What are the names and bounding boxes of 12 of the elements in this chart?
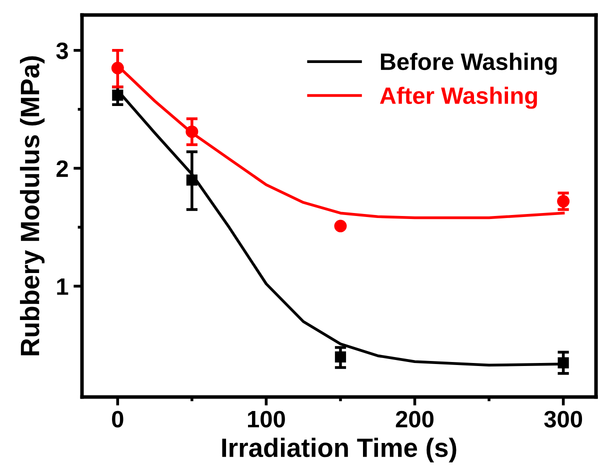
x-tick-label: 0 [112,410,124,428]
point [334,220,347,232]
x-axis-title: Irradiation Time (s) [222,438,456,462]
y-axis-title: Rubbery Modulus (MPa) [20,56,45,356]
x-tick-label: 300 [544,410,582,428]
x-tick-label: 100 [248,410,285,428]
legend-label: Before Washing [380,52,557,75]
legend-label: After Washing [380,86,537,109]
y-tick-label: 2 [56,160,68,177]
y-tick-label: 3 [56,42,68,60]
y-tick-label: 1 [57,278,68,295]
x-tick-label: 200 [396,410,434,428]
